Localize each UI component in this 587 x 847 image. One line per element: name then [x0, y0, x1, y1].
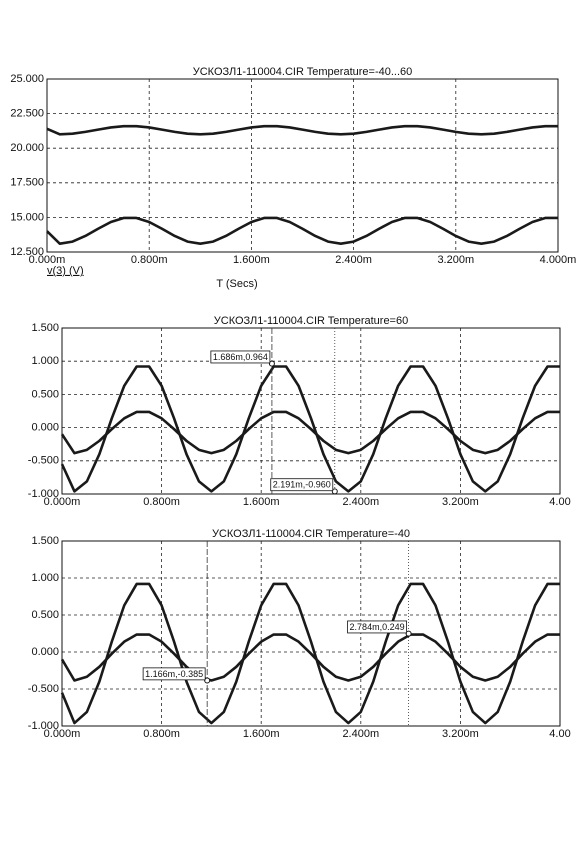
x-tick-label: 2.400m — [342, 728, 379, 740]
x-tick-label: 4.00 — [549, 496, 570, 508]
x-axis-label: T (Secs) — [216, 278, 257, 290]
cursor-point — [204, 677, 211, 684]
x-tick-label: 0.000m — [29, 254, 66, 266]
trace-line — [60, 365, 560, 493]
y-tick-label: 1.500 — [31, 322, 59, 334]
chart-title: УСКОЗЛ1-110004.CIR Temperature=-40 — [212, 528, 410, 540]
annotation-label: 1.686m,0.964 — [213, 352, 268, 362]
annotation-box — [270, 478, 334, 492]
y-tick-label: -0.500 — [28, 455, 59, 467]
y-tick-label: -1.000 — [28, 720, 59, 732]
x-tick-label: 1.600m — [233, 254, 270, 266]
y-tick-label: 12.500 — [10, 246, 44, 258]
y-tick-label: 0.000 — [31, 422, 59, 434]
y-tick-label: 1.500 — [31, 535, 59, 547]
trace-label: v(3) (V) — [47, 265, 84, 277]
plot-frame — [46, 78, 559, 253]
x-tick-label: 3.200m — [437, 254, 474, 266]
x-tick-label: 4.00 — [549, 728, 570, 740]
x-tick-label: 2.400m — [342, 496, 379, 508]
x-tick-label: 1.600m — [243, 728, 280, 740]
y-tick-label: 1.000 — [31, 572, 59, 584]
x-tick-label: 0.000m — [44, 496, 81, 508]
chart-title: УСКОЗЛ1-110004.CIR Temperature=60 — [214, 315, 408, 327]
annotation-label: 2.191m,-0.960 — [273, 480, 331, 490]
y-tick-label: 1.000 — [31, 355, 59, 367]
y-tick-label: 0.000 — [31, 646, 59, 658]
x-tick-label: 3.200m — [442, 728, 479, 740]
y-tick-label: 20.000 — [10, 142, 44, 154]
cursor-point — [331, 488, 338, 495]
y-tick-label: 22.500 — [10, 108, 44, 120]
annotation-label: 2.784m,0.249 — [350, 622, 405, 632]
x-tick-label: 2.400m — [335, 254, 372, 266]
trace-line — [60, 633, 560, 682]
trace-line — [46, 124, 558, 136]
annotation-box — [210, 350, 271, 364]
y-tick-label: -1.000 — [28, 488, 59, 500]
y-tick-label: 0.500 — [31, 388, 59, 400]
x-tick-label: 1.600m — [243, 496, 280, 508]
cursor-point — [405, 630, 412, 637]
x-tick-label: 3.200m — [442, 496, 479, 508]
annotation-label: 1.166m,-0.385 — [145, 669, 203, 679]
y-tick-label: 17.500 — [10, 177, 44, 189]
y-tick-label: -0.500 — [28, 683, 59, 695]
x-tick-label: 0.000m — [44, 728, 81, 740]
annotation-box — [142, 667, 206, 681]
y-tick-label: 25.000 — [10, 73, 44, 85]
y-tick-label: 0.500 — [31, 609, 59, 621]
trace-line — [60, 410, 560, 455]
trace-line — [60, 582, 560, 725]
x-tick-label: 0.800m — [131, 254, 168, 266]
x-tick-label: 4.000m — [540, 254, 577, 266]
cursor-point — [268, 360, 275, 367]
x-tick-label: 0.800m — [143, 728, 180, 740]
chart-title: УСКОЗЛ1-110004.CIR Temperature=-40...60 — [193, 66, 413, 78]
trace-line — [46, 216, 558, 245]
y-tick-label: 15.000 — [10, 211, 44, 223]
x-tick-label: 0.800m — [143, 496, 180, 508]
annotation-box — [347, 620, 408, 634]
